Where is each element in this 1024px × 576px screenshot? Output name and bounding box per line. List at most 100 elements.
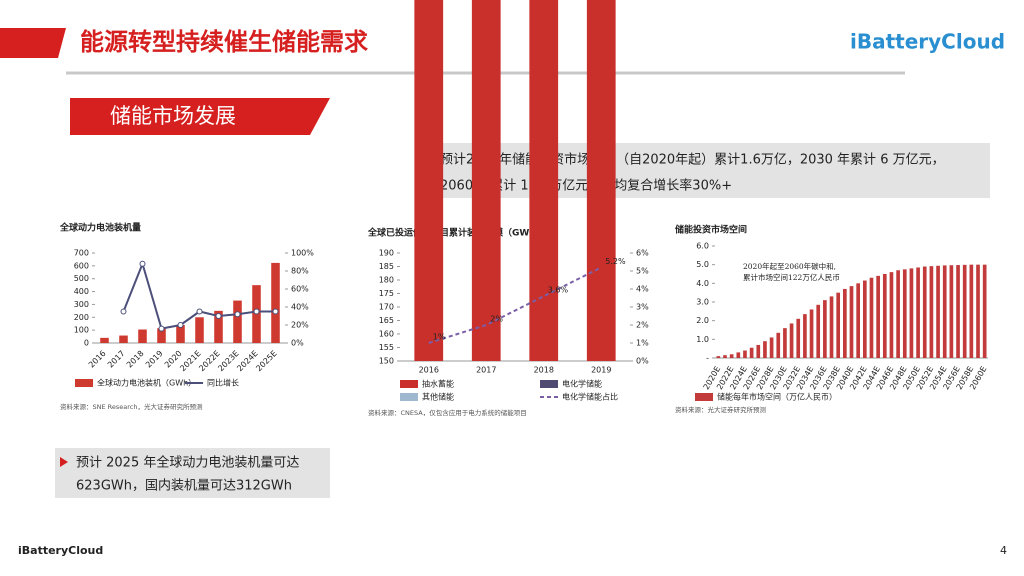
bar — [862, 280, 867, 358]
line-marker — [253, 308, 260, 315]
data-label: 1% — [433, 333, 446, 342]
y-tick-label: 175 — [379, 289, 394, 298]
bullet-box — [55, 448, 330, 498]
bar — [902, 269, 907, 358]
bar — [976, 264, 980, 358]
bullet-icon — [60, 457, 68, 467]
footer-brand: iBatteryCloud — [18, 544, 103, 557]
page-number: 4 — [1000, 544, 1007, 557]
data-label: 3.6% — [548, 286, 569, 295]
bar — [922, 266, 927, 358]
bar — [743, 350, 747, 358]
legend-swatch — [400, 393, 418, 401]
bullet-text: 预计2025年储能投资市场空间（自2020年起）累计1.6万亿，2030 年累计… — [440, 152, 945, 168]
x-tick-label: 2017 — [106, 349, 127, 370]
y2-tick-label: 6% — [636, 249, 649, 258]
legend-swatch — [540, 380, 558, 388]
legend-label: 同比增长 — [207, 378, 239, 388]
bar — [909, 268, 914, 358]
y2-tick-label: 0% — [291, 339, 304, 348]
bar — [586, 0, 616, 362]
bar — [816, 304, 821, 358]
bar — [157, 328, 166, 343]
bar — [889, 272, 894, 358]
y2-tick-label: 80% — [291, 267, 309, 276]
legend-label: 电化学储能 — [562, 379, 602, 389]
bar — [829, 296, 834, 358]
annotation: 2020年起至2060年碳中和, — [743, 261, 836, 271]
y-tick-label: 700 — [74, 249, 89, 258]
bullet-text: 623GWh，国内装机量可达312GWh — [76, 478, 292, 494]
slide-title: 能源转型持续催生储能需求 — [80, 28, 368, 56]
y-tick-label: 180 — [379, 276, 394, 285]
x-tick-label: 2016 — [87, 349, 108, 370]
y2-tick-label: 60% — [291, 285, 309, 294]
y2-tick-label: 2% — [636, 321, 649, 330]
y2-tick-label: 3% — [636, 303, 649, 312]
x-tick-label: 2016 — [419, 366, 439, 375]
line-marker — [158, 325, 165, 332]
y-tick-label: - — [706, 354, 709, 363]
section-title: 储能市场发展 — [110, 104, 236, 128]
y-tick-label: 4.0 — [696, 279, 709, 288]
bar — [471, 0, 501, 361]
bullet-text: 2060 年累计 122 万亿元，年均复合增长率30%+ — [440, 178, 732, 194]
title-accent — [0, 28, 66, 58]
legend-swatch — [695, 393, 713, 401]
bar — [783, 328, 787, 358]
logo: iBatteryCloud — [850, 30, 1005, 54]
legend-label: 抽水蓄能 — [422, 379, 454, 389]
bar — [803, 314, 807, 358]
chart-title: 全球已投运储能项目累计装机规模（GW） — [367, 227, 538, 239]
bar — [916, 267, 920, 358]
legend-label: 电化学储能占比 — [562, 392, 618, 402]
legend-label: 储能每年市场空间（万亿人民币） — [717, 392, 837, 402]
bar — [736, 352, 741, 358]
y2-tick-label: 100% — [291, 249, 314, 258]
chart-source: 资料来源：SNE Research，光大证券研究所预测 — [60, 402, 203, 411]
line-marker — [177, 322, 184, 328]
line-marker — [120, 308, 127, 315]
y-tick-label: 3.0 — [696, 298, 709, 307]
y-tick-label: 190 — [379, 249, 394, 258]
bar — [119, 335, 128, 343]
legend-swatch — [75, 379, 93, 387]
y2-tick-label: 1% — [636, 339, 649, 348]
bullet-text: 预计 2025 年全球动力电池装机量可达 — [76, 455, 299, 471]
legend-swatch — [400, 380, 418, 388]
annotation: 累计市场空间122万亿人民币 — [743, 272, 840, 282]
y-tick-label: 165 — [379, 316, 394, 325]
bar — [756, 344, 761, 358]
bar — [843, 288, 847, 358]
bullet-box — [420, 143, 990, 198]
bar — [836, 292, 841, 358]
bar — [233, 300, 242, 343]
bar — [763, 341, 767, 358]
chart-title: 全球动力电池装机量 — [59, 222, 141, 234]
y2-tick-label: 4% — [636, 285, 649, 294]
bar — [729, 354, 734, 358]
bar — [936, 265, 940, 358]
bar — [962, 264, 967, 358]
y-tick-label: 150 — [379, 357, 394, 366]
bar — [716, 356, 721, 358]
bar — [529, 0, 559, 362]
y-tick-label: 400 — [74, 287, 89, 296]
y-tick-label: 100 — [74, 326, 89, 335]
x-tick-label: 2017 — [476, 366, 496, 375]
legend-label: 全球动力电池装机（GWh） — [97, 378, 196, 388]
bar — [796, 318, 801, 358]
bar — [789, 323, 794, 358]
x-tick-label: 2019 — [591, 366, 611, 375]
bar — [869, 277, 874, 358]
x-tick-label: 2025E — [254, 349, 278, 373]
bar — [896, 270, 900, 358]
line-marker — [139, 260, 146, 267]
line-marker — [272, 308, 279, 315]
bar — [982, 264, 987, 358]
x-tick-label: 2018 — [125, 349, 146, 370]
chart-title: 储能投资市场空间 — [675, 224, 747, 236]
bar — [809, 309, 814, 358]
y-tick-label: 6.0 — [696, 242, 709, 251]
section-banner — [70, 98, 330, 135]
